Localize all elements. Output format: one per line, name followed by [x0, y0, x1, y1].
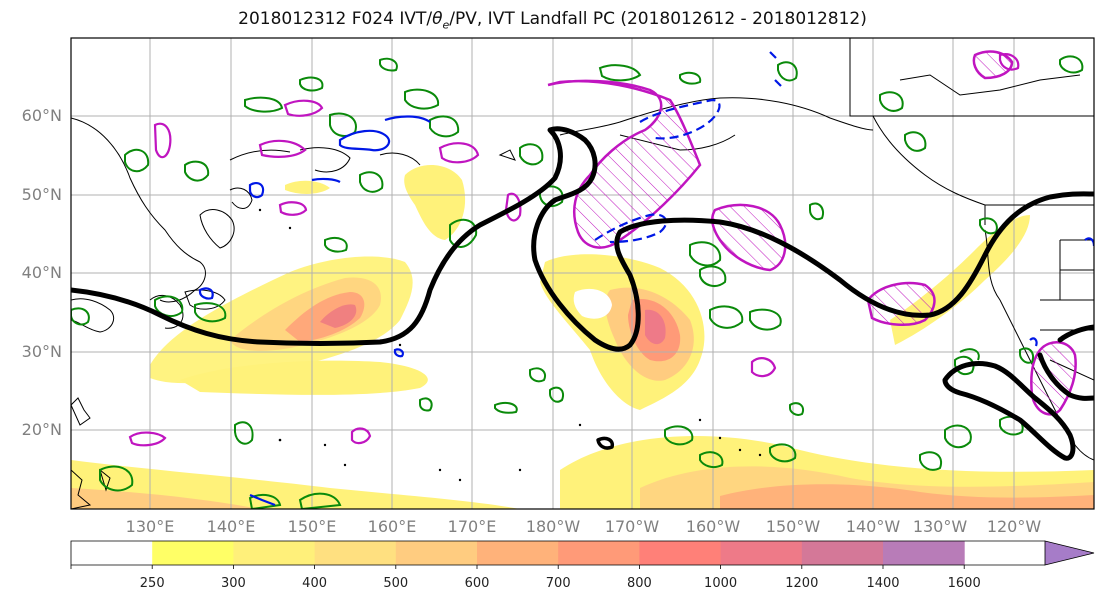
colorbar-label: 800: [626, 576, 652, 591]
colorbar-label: 250: [139, 576, 165, 591]
lon-label-180w: 180°W: [525, 517, 581, 536]
lon-label-140e: 140°E: [206, 517, 256, 536]
lon-label-160w: 160°W: [685, 517, 741, 536]
graticule: [71, 38, 1094, 509]
title-suffix: /PV, IVT Landfall PC (2018012612 - 20180…: [449, 9, 867, 29]
lon-label-130w: 130°W: [912, 517, 968, 536]
lon-label-130e: 130°E: [125, 517, 175, 536]
lon-label-120w: 120°W: [986, 517, 1042, 536]
lat-label-20n: 20°N: [21, 420, 62, 439]
lon-label-150w: 150°W: [765, 517, 821, 536]
colorbar-label: 1600: [947, 576, 981, 591]
map-frame: [70, 37, 1095, 510]
lon-label-160e: 160°E: [367, 517, 417, 536]
lat-label-40n: 40°N: [21, 263, 62, 282]
lon-label-170w: 170°W: [604, 517, 660, 536]
title-theta-subscript: e: [442, 18, 450, 32]
colorbar-label: 1000: [704, 576, 738, 591]
title-prefix: 2018012312 F024 IVT/: [238, 9, 433, 29]
colorbar-label: 1200: [785, 576, 819, 591]
title-theta: θ: [432, 9, 443, 29]
colorbar-label: 600: [464, 576, 490, 591]
lon-label-150e: 150°E: [287, 517, 337, 536]
magenta-contours: [128, 53, 1020, 447]
colorbar-label: 700: [545, 576, 571, 591]
green-contours: [71, 55, 1084, 509]
lat-label-60n: 60°N: [21, 106, 62, 125]
lon-label-140w: 140°W: [845, 517, 901, 536]
map-title: 2018012312 F024 IVT/θe/PV, IVT Landfall …: [0, 9, 1105, 31]
colorbar-label: 300: [220, 576, 246, 591]
colorbar-label: 400: [302, 576, 328, 591]
island-dots: [258, 208, 762, 482]
blue-contours: [198, 51, 1094, 507]
colorbar-label: 1400: [866, 576, 900, 591]
colorbar-label: 500: [383, 576, 409, 591]
lon-label-170e: 170°E: [447, 517, 497, 536]
lat-label-30n: 30°N: [21, 342, 62, 361]
pv-contours: [71, 126, 1094, 461]
lat-label-50n: 50°N: [21, 185, 62, 204]
